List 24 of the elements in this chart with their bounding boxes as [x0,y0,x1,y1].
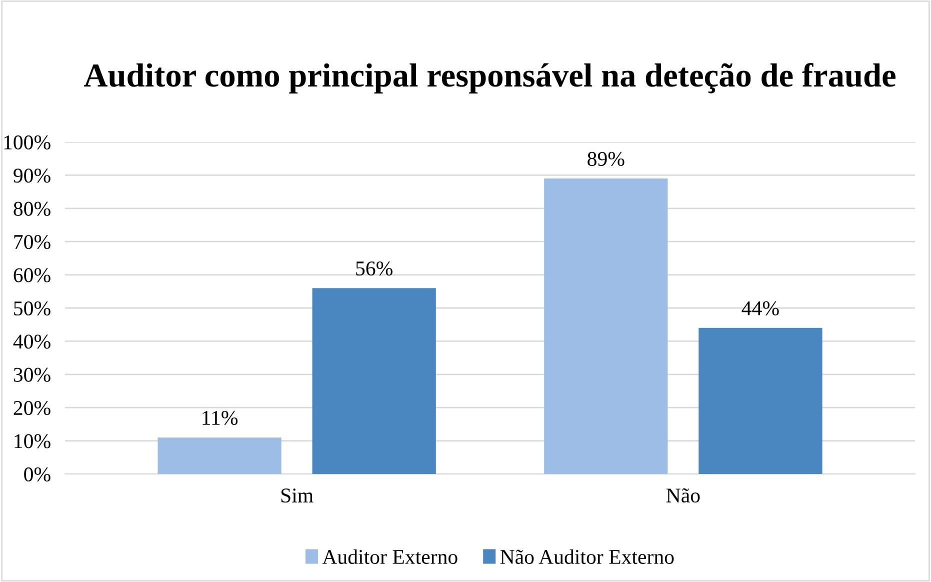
y-tick-label: 100% [4,135,50,150]
y-tick-label: 90% [14,168,50,183]
bar [544,178,668,474]
y-tick-label: 30% [14,368,50,382]
bar [158,437,282,474]
y-tick-label: 70% [14,234,50,250]
data-label: 56% [356,261,392,276]
y-tick-label: 10% [14,434,50,448]
data-label: 44% [742,301,779,316]
legend-label: Auditor Externo [322,549,458,564]
bar [698,328,822,474]
y-tick-label: 20% [14,400,50,416]
bar [312,288,436,474]
x-tick-label: Sim [281,488,314,503]
chart-title: Auditor como principal responsável na deteção de fraude [84,62,896,94]
x-tick-label: Não [666,488,700,503]
y-tick-label: 60% [14,268,50,282]
legend-label: Não Auditor Externo [500,549,674,564]
y-tick-label: 80% [14,202,50,216]
data-label: 11% [202,410,238,425]
y-tick-label: 40% [13,334,50,349]
y-tick-label: 50% [14,301,50,316]
y-tick-label: 0% [24,467,50,482]
data-label: 89% [588,152,624,166]
